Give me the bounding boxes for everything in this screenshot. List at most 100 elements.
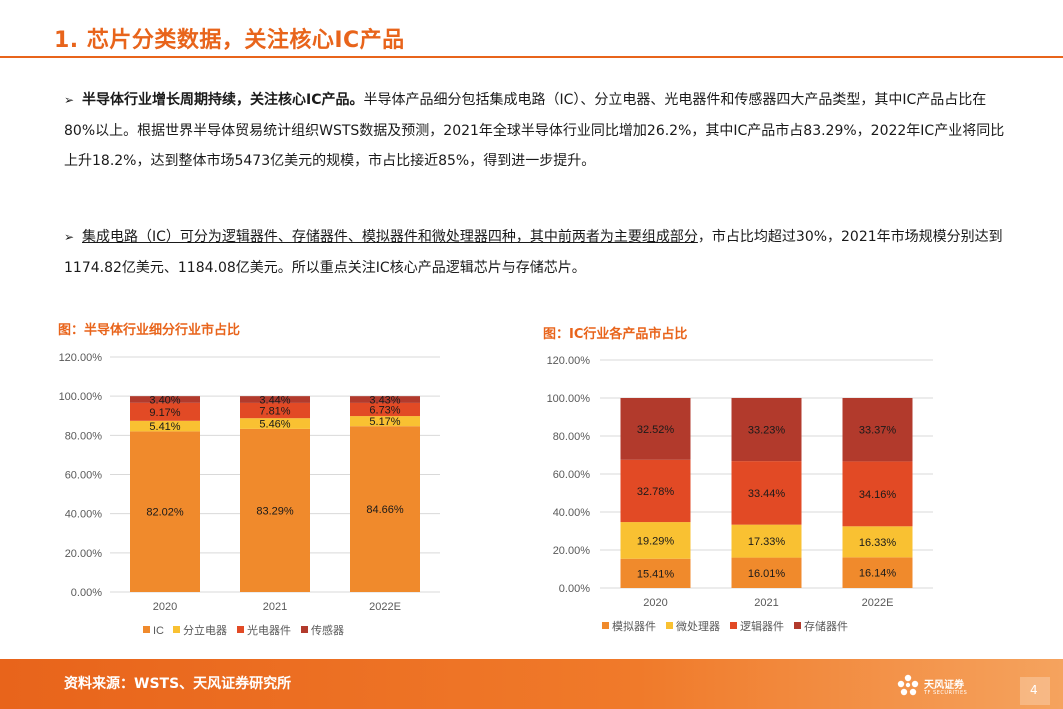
title-underline bbox=[0, 56, 1063, 58]
y-tick-label: 60.00% bbox=[553, 469, 591, 481]
bar-segment-逻辑器件 bbox=[842, 461, 913, 527]
y-tick-label: 0.00% bbox=[559, 583, 590, 595]
data-label: 82.02% bbox=[146, 507, 184, 519]
data-label: 5.41% bbox=[149, 421, 180, 433]
logo-subtitle: TF SECURITIES bbox=[924, 690, 968, 696]
legend-swatch-IC bbox=[143, 626, 150, 633]
data-label: 16.01% bbox=[748, 568, 786, 580]
bullet-arrow-icon: ➢ bbox=[64, 230, 75, 244]
x-tick-label: 2022E bbox=[369, 601, 401, 613]
legend-swatch-模拟器件 bbox=[602, 622, 609, 629]
paragraph-body: 半导体产品细分包括集成电路（IC）、分立电器、光电器件和传感器四大产品类型，其中… bbox=[64, 92, 1005, 169]
page-title: 1. 芯片分类数据，关注核心IC产品 bbox=[54, 28, 405, 53]
data-label: 5.17% bbox=[369, 416, 400, 428]
legend-label: 逻辑器件 bbox=[740, 619, 784, 633]
page-number-box bbox=[1020, 677, 1050, 705]
bar-segment-模拟器件 bbox=[731, 557, 802, 588]
legend-swatch-存储器件 bbox=[794, 622, 801, 629]
bar-segment-存储器件 bbox=[842, 398, 913, 462]
footer-bar bbox=[0, 659, 1063, 709]
data-label: 33.37% bbox=[859, 425, 897, 437]
data-label: 3.44% bbox=[259, 395, 290, 407]
y-tick-label: 80.00% bbox=[553, 431, 591, 443]
bar-segment-传感器 bbox=[350, 396, 420, 403]
bullet-arrow-icon: ➢ bbox=[64, 93, 75, 107]
data-label: 17.33% bbox=[748, 536, 786, 548]
bar-segment-存储器件 bbox=[620, 398, 691, 460]
y-tick-label: 100.00% bbox=[59, 391, 103, 403]
paragraph-body: ，市占比均超过30%，2021年市场规模分别达到1174.82亿美元、1184.… bbox=[64, 229, 1003, 276]
x-tick-label: 2020 bbox=[643, 597, 667, 609]
data-label: 15.41% bbox=[637, 568, 675, 580]
bar-segment-分立电器 bbox=[240, 418, 310, 429]
x-tick-label: 2020 bbox=[153, 601, 177, 613]
y-tick-label: 20.00% bbox=[553, 545, 591, 557]
legend-label: 模拟器件 bbox=[612, 619, 656, 633]
bar-segment-分立电器 bbox=[350, 416, 420, 427]
bar-segment-微处理器 bbox=[842, 526, 913, 558]
paragraph-growth: ➢ 半导体行业增长周期持续，关注核心IC产品。半导体产品细分包括集成电路（IC）、… bbox=[64, 85, 1014, 177]
data-label: 19.29% bbox=[637, 535, 675, 547]
y-tick-label: 20.00% bbox=[65, 548, 103, 560]
data-label: 84.66% bbox=[366, 504, 404, 516]
bar-segment-分立电器 bbox=[130, 420, 200, 432]
chart-ic-product-share: 0.00% 20.00% 40.00% 60.00% 80.00% 100.00% 120.… bbox=[547, 355, 933, 633]
bar-segment-传感器 bbox=[130, 396, 200, 403]
bar-segment-微处理器 bbox=[620, 522, 691, 559]
data-label: 5.46% bbox=[259, 419, 290, 431]
legend-swatch-微处理器 bbox=[666, 622, 673, 629]
data-label: 9.17% bbox=[149, 407, 180, 419]
legend-swatch-传感器 bbox=[301, 626, 308, 633]
legend-label: 微处理器 bbox=[676, 619, 720, 633]
page-number: 4 bbox=[1030, 683, 1038, 697]
bar-segment-IC bbox=[350, 426, 420, 592]
data-label: 33.23% bbox=[748, 425, 786, 437]
paragraph-ic-categories: ➢ 集成电路（IC）可分为逻辑器件、存储器件、模拟器件和微处理器四种，其中前两者为… bbox=[64, 222, 1014, 283]
data-label: 7.81% bbox=[259, 406, 290, 418]
logo-name: 天风证券 bbox=[924, 680, 964, 691]
data-label: 3.40% bbox=[149, 394, 180, 406]
x-tick-label: 2021 bbox=[754, 597, 778, 609]
x-tick-label: 2021 bbox=[263, 601, 287, 613]
y-tick-label: 40.00% bbox=[65, 509, 103, 521]
bar-segment-IC bbox=[130, 431, 200, 592]
y-tick-label: 100.00% bbox=[547, 393, 591, 405]
y-tick-label: 40.00% bbox=[553, 507, 591, 519]
data-label: 83.29% bbox=[256, 505, 294, 517]
bar-segment-光电器件 bbox=[130, 402, 200, 421]
y-tick-label: 120.00% bbox=[59, 352, 103, 364]
legend-label: 分立电器 bbox=[183, 623, 227, 637]
bar-segment-IC bbox=[240, 428, 310, 592]
legend-swatch-逻辑器件 bbox=[730, 622, 737, 629]
legend-swatch-分立电器 bbox=[173, 626, 180, 633]
legend-swatch-光电器件 bbox=[237, 626, 244, 633]
chart-semiconductor-share: 0.00% 20.00% 40.00% 60.00% 80.00% 100.00% 120.… bbox=[59, 352, 440, 637]
bar-segment-逻辑器件 bbox=[731, 461, 802, 525]
data-label: 16.14% bbox=[859, 568, 897, 580]
tf-securities-logo-icon bbox=[897, 674, 919, 696]
data-label: 32.52% bbox=[637, 424, 675, 436]
bar-segment-模拟器件 bbox=[842, 557, 913, 588]
legend-label: 传感器 bbox=[311, 624, 344, 637]
footer-source: 资料来源：WSTS、天风证券研究所 bbox=[64, 676, 292, 692]
data-label: 3.43% bbox=[369, 395, 400, 407]
bar-segment-微处理器 bbox=[731, 524, 802, 558]
data-label: 34.16% bbox=[859, 489, 897, 501]
bar-segment-光电器件 bbox=[240, 402, 310, 419]
chart-title-semiconductor: 图：半导体行业细分行业市占比 bbox=[58, 323, 241, 338]
data-label: 6.73% bbox=[369, 404, 400, 416]
chart-title-ic-products: 图：IC行业各产品市占比 bbox=[543, 327, 688, 342]
data-label: 33.44% bbox=[748, 488, 786, 500]
paragraph-lead: 半导体行业增长周期持续，关注核心IC产品。 bbox=[82, 92, 364, 108]
legend-label: 光电器件 bbox=[247, 623, 291, 637]
data-label: 32.78% bbox=[637, 486, 675, 498]
bar-segment-存储器件 bbox=[731, 397, 802, 462]
bar-segment-模拟器件 bbox=[620, 558, 691, 588]
x-tick-label: 2022E bbox=[862, 597, 894, 609]
bar-segment-逻辑器件 bbox=[620, 459, 691, 523]
y-tick-label: 60.00% bbox=[65, 470, 103, 482]
bar-segment-传感器 bbox=[240, 396, 310, 403]
legend-label: 存储器件 bbox=[804, 619, 848, 633]
paragraph-underlined: 集成电路（IC）可分为逻辑器件、存储器件、模拟器件和微处理器四种，其中前两者为主… bbox=[82, 229, 698, 245]
legend-label: IC bbox=[153, 625, 164, 637]
